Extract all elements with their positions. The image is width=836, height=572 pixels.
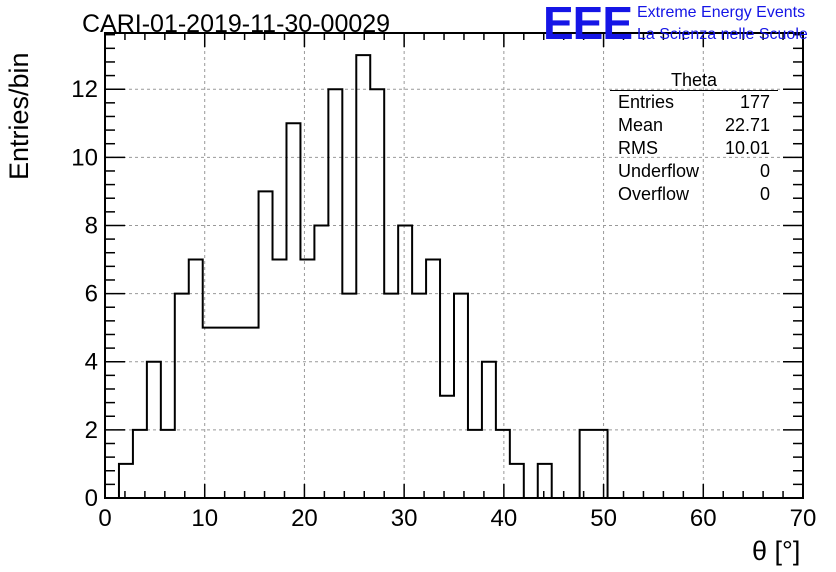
x-tick-label: 10 — [191, 505, 218, 532]
stat-value: 10.01 — [724, 138, 770, 158]
stat-row-underflow: Underflow 0 — [610, 160, 778, 183]
x-tick-label: 20 — [291, 505, 318, 532]
stats-title: Theta — [610, 70, 778, 91]
x-tick-label: 70 — [790, 505, 817, 532]
stat-value: 177 — [739, 92, 770, 112]
x-tick-label: 60 — [690, 505, 717, 532]
axis-ticks — [104, 33, 804, 499]
stat-value: 0 — [759, 184, 770, 204]
stat-label: Overflow — [618, 184, 690, 204]
stat-label: Mean — [618, 115, 664, 135]
stat-value: 22.71 — [724, 115, 770, 135]
y-tick-label: 0 — [85, 485, 98, 512]
stat-label: Underflow — [618, 161, 700, 181]
plot-title: CARI-01-2019-11-30-00029 — [82, 10, 391, 38]
x-tick-label: 30 — [391, 505, 418, 532]
x-axis-label: θ [°] — [752, 536, 801, 566]
stat-row-mean: Mean 22.71 — [610, 114, 778, 137]
x-tick-label: 50 — [590, 505, 617, 532]
plot-frame — [104, 32, 804, 499]
stat-row-overflow: Overflow 0 — [610, 183, 778, 206]
stat-value: 0 — [759, 161, 770, 181]
histogram-outline — [117, 54, 609, 499]
stats-box: Theta Entries 177 Mean 22.71 RMS 10.01 U… — [610, 70, 778, 206]
y-tick-label: 8 — [85, 212, 98, 239]
y-tick-label: 10 — [71, 144, 98, 171]
y-tick-label: 12 — [71, 76, 98, 103]
stat-label: Entries — [618, 92, 675, 112]
stat-row-entries: Entries 177 — [610, 91, 778, 114]
stat-label: RMS — [618, 138, 658, 158]
y-axis-label: Entries/bin — [4, 52, 34, 180]
x-tick-label: 40 — [491, 505, 518, 532]
eee-logo: EEE — [543, 0, 633, 49]
y-tick-label: 2 — [85, 417, 98, 444]
logo-line-1: Extreme Energy Events — [637, 4, 806, 21]
tick-labels: 0 10 20 30 40 50 60 70 0 2 4 6 8 10 12 — [71, 76, 816, 532]
stat-row-rms: RMS 10.01 — [610, 137, 778, 160]
x-tick-label: 0 — [98, 505, 111, 532]
logo-line-2: La Scienza nelle Scuole — [637, 26, 808, 43]
y-tick-label: 6 — [85, 281, 98, 308]
y-tick-label: 4 — [85, 349, 98, 376]
